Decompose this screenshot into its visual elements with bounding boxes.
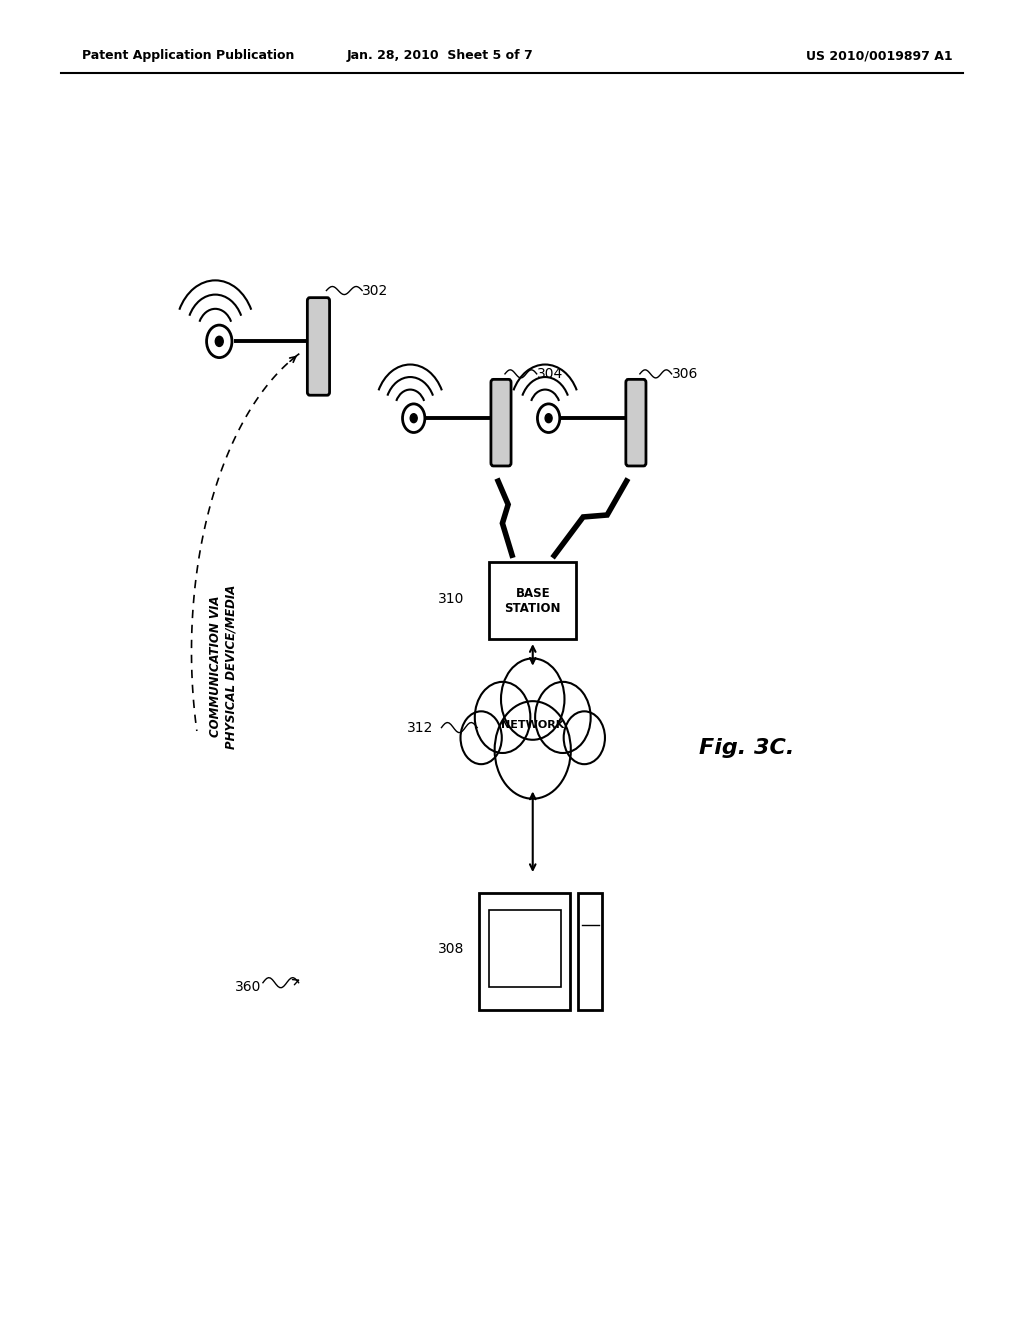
Bar (489, 562, 577, 639)
Text: Fig. 3C.: Fig. 3C. (699, 738, 795, 758)
Text: 310: 310 (437, 591, 464, 606)
Text: BASE
STATION: BASE STATION (505, 586, 561, 615)
Circle shape (411, 413, 417, 422)
Circle shape (461, 711, 502, 764)
Text: Patent Application Publication: Patent Application Publication (82, 49, 294, 62)
Bar (488, 909, 561, 987)
Circle shape (475, 682, 530, 752)
Bar (579, 892, 602, 1010)
Bar (479, 892, 570, 1010)
FancyBboxPatch shape (307, 297, 330, 395)
Text: COMMUNICATION VIA
PHYSICAL DEVICE/MEDIA: COMMUNICATION VIA PHYSICAL DEVICE/MEDIA (209, 585, 238, 748)
Text: NETWORK: NETWORK (501, 719, 564, 730)
Text: 302: 302 (362, 284, 388, 297)
Circle shape (545, 413, 552, 422)
Text: US 2010/0019897 A1: US 2010/0019897 A1 (806, 49, 952, 62)
Circle shape (501, 659, 564, 739)
Text: 360: 360 (236, 979, 261, 994)
Text: 306: 306 (672, 367, 698, 381)
Text: Jan. 28, 2010  Sheet 5 of 7: Jan. 28, 2010 Sheet 5 of 7 (347, 49, 534, 62)
FancyBboxPatch shape (490, 379, 511, 466)
Circle shape (215, 337, 223, 346)
Text: 312: 312 (408, 721, 433, 735)
FancyBboxPatch shape (626, 379, 646, 466)
Circle shape (563, 711, 605, 764)
Circle shape (536, 682, 591, 752)
Text: 304: 304 (537, 367, 563, 381)
Circle shape (495, 701, 570, 799)
Text: 308: 308 (437, 942, 464, 956)
